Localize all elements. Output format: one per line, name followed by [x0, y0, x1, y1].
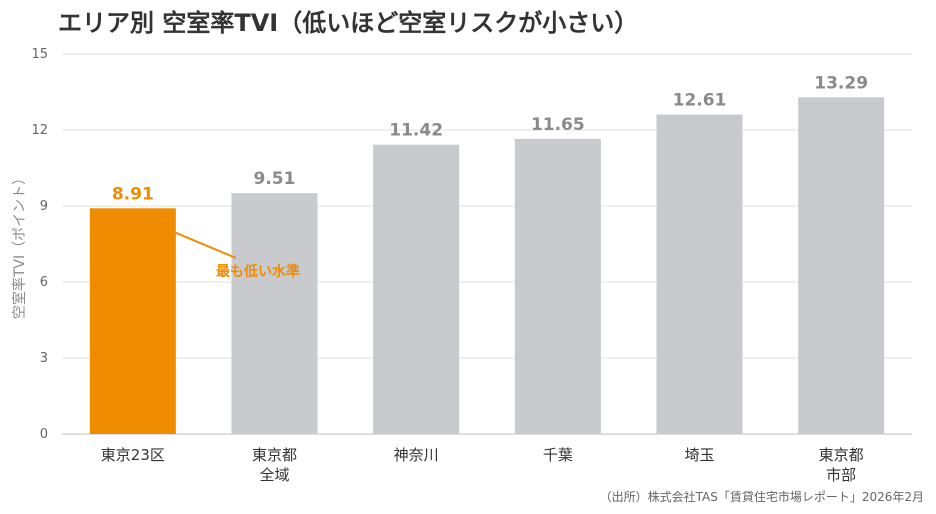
y-axis-label: 空室率TVI（ポイント） [11, 171, 28, 319]
x-tick-label: 市部 [826, 466, 856, 484]
data-label: 9.51 [254, 169, 296, 189]
bar [798, 97, 885, 434]
bar [231, 193, 318, 434]
data-label: 8.91 [112, 184, 154, 204]
y-tick-label: 15 [31, 47, 48, 62]
y-tick-label: 12 [31, 123, 48, 138]
data-label: 11.65 [531, 115, 585, 135]
y-tick-label: 0 [40, 427, 48, 442]
y-axis-ticks: 0 3 6 9 12 15 [31, 47, 48, 442]
bar [656, 114, 743, 435]
x-tick-label: 千葉 [543, 446, 573, 464]
y-tick-label: 3 [40, 351, 48, 366]
annotation: 最も低い水準 [169, 229, 300, 280]
x-tick-label: 神奈川 [394, 446, 439, 464]
x-tick-label: 東京23区 [101, 446, 165, 464]
x-tick-label: 東京都 [252, 446, 297, 464]
bar [514, 138, 601, 434]
y-tick-label: 6 [40, 275, 48, 290]
grid-lines [62, 53, 912, 435]
y-tick-label: 9 [40, 199, 48, 214]
data-label: 12.61 [673, 91, 727, 111]
x-tick-label: 東京都 [819, 446, 864, 464]
x-tick-label: 埼玉 [684, 446, 714, 464]
annotation-line [169, 229, 237, 259]
source-note: （出所）株式会社TAS「賃貸住宅市場レポート」2026年2月 [600, 489, 924, 504]
annotation-text: 最も低い水準 [216, 263, 300, 280]
bar [373, 144, 460, 434]
data-label: 13.29 [814, 73, 868, 93]
chart-title: エリア別 空室率TVI（低いほど空室リスクが小さい） [58, 9, 638, 37]
bar [89, 208, 176, 434]
x-tick-label: 全域 [259, 466, 289, 484]
data-label: 11.42 [389, 121, 443, 141]
